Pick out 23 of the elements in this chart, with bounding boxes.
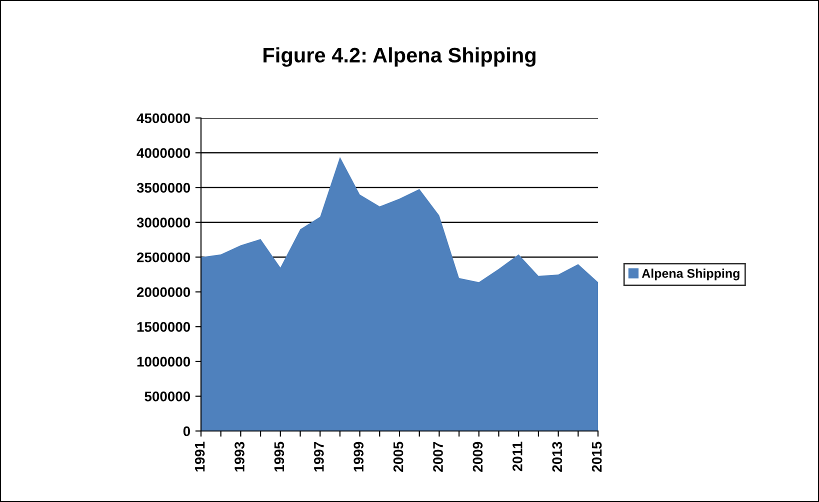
y-tick-label: 1500000: [137, 322, 190, 332]
x-tick-label: 2007: [433, 442, 443, 472]
x-tick-label: 2011: [512, 442, 522, 472]
x-tick-label: 2015: [592, 442, 602, 472]
y-tick-label: 2000000: [137, 287, 190, 298]
x-tick-label: 2013: [552, 442, 562, 472]
chart-title: Figure 4.2: Alpena Shipping: [264, 47, 536, 67]
x-tick-label: 1993: [234, 442, 244, 472]
y-tick-label: 3000000: [136, 218, 190, 228]
x-tick-label: 2009: [472, 442, 483, 472]
x-tick-label: 1997: [314, 442, 324, 472]
y-tick-label: 1000000: [137, 356, 190, 367]
legend-label: Alpena Shipping: [642, 268, 740, 280]
y-tick-label: 0: [183, 426, 190, 436]
x-tick-label: 1995: [274, 442, 284, 472]
x-tick-label: 1999: [354, 442, 364, 472]
y-tick-label: 3500000: [136, 182, 190, 193]
x-tick-label: 2005: [393, 442, 404, 472]
y-tick-label: 4500000: [136, 113, 190, 124]
y-tick-label: 500000: [144, 392, 190, 402]
y-tick-label: 2500000: [137, 252, 190, 262]
x-tick-label: 1991: [194, 442, 205, 472]
y-tick-label: 4000000: [136, 148, 190, 158]
